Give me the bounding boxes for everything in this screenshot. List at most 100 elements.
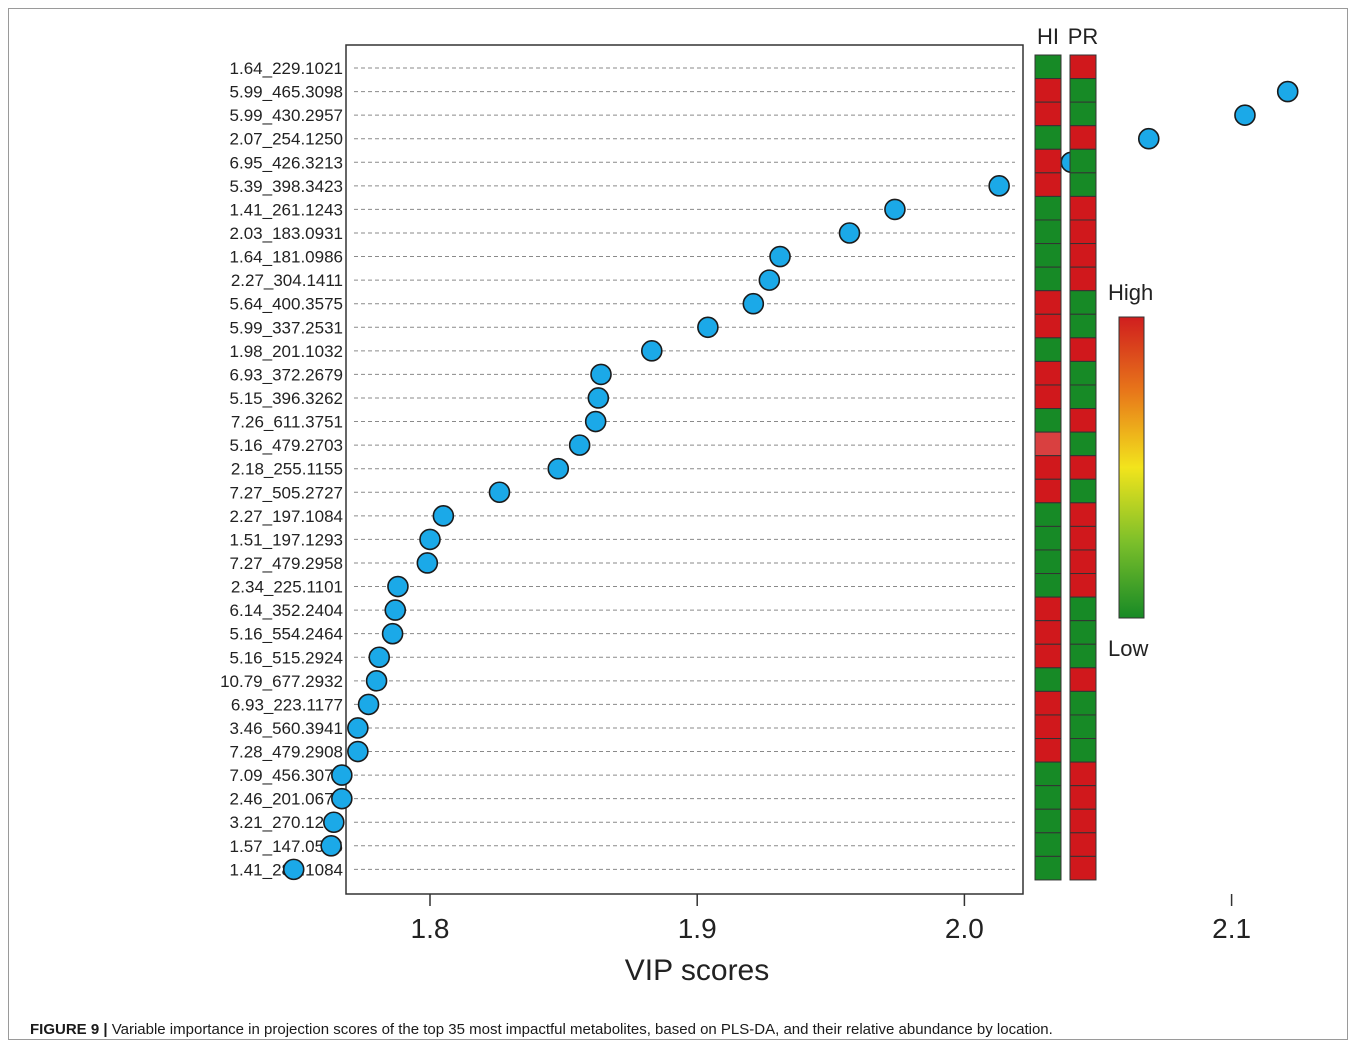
vip-point	[988, 175, 1010, 197]
heatmap-cell-pr	[1069, 714, 1097, 740]
heatmap-cell-pr	[1069, 266, 1097, 292]
heatmap-cell-hi	[1034, 148, 1062, 174]
vip-point	[568, 434, 591, 456]
metabolite-label: 3.46_560.3941	[230, 719, 343, 738]
heatmap-cell-pr	[1069, 502, 1097, 527]
metabolite-label: 1.64_181.0986	[230, 248, 343, 267]
colorbar-high-label: High	[1108, 280, 1153, 305]
heatmap-cell-hi	[1034, 125, 1062, 150]
colorbar	[1118, 316, 1145, 619]
heatmap-cell-pr	[1069, 573, 1097, 598]
vip-point	[697, 316, 719, 339]
heatmap-cell-hi	[1034, 313, 1062, 339]
heatmap-column-label-pr: PR	[1068, 24, 1099, 49]
heatmap-cell-pr	[1069, 148, 1097, 174]
vip-point	[387, 575, 409, 598]
metabolite-label: 1.64_229.1021	[230, 59, 343, 78]
heatmap-cell-pr	[1069, 290, 1097, 315]
metabolite-label: 3.21_270.1219	[230, 813, 343, 832]
figure-frame	[8, 8, 1348, 1040]
heatmap-cell-pr	[1069, 808, 1097, 834]
metabolite-label: 5.64_400.3575	[230, 295, 343, 314]
grid-lines	[354, 67, 1015, 870]
heatmap-cell-pr	[1069, 243, 1097, 268]
colorbar-low-label: Low	[1108, 636, 1148, 661]
heatmap-cell-pr	[1069, 172, 1097, 197]
heatmap-cell-pr	[1069, 195, 1097, 221]
metabolite-label: 7.26_611.3751	[231, 413, 343, 432]
metabolite-label: 6.14_352.2404	[230, 601, 343, 620]
heatmap-cell-pr	[1069, 337, 1097, 362]
vip-point	[331, 764, 353, 786]
metabolite-label: 1.98_201.1032	[230, 342, 343, 361]
vip-point	[320, 835, 342, 857]
heatmap-cell-pr	[1069, 455, 1097, 480]
metabolite-label: 5.39_398.3423	[230, 177, 343, 196]
heatmap-cell-pr	[1069, 761, 1097, 787]
heatmap-cell-hi	[1034, 573, 1062, 598]
caption-label: FIGURE 9 |	[30, 1021, 108, 1038]
x-tick-label: 2.0	[945, 913, 984, 944]
vip-point	[758, 269, 781, 291]
heatmap-cell-hi	[1034, 455, 1062, 480]
vip-point	[416, 552, 439, 574]
heatmap-cell-pr	[1069, 785, 1097, 810]
heatmap-cell-hi	[1034, 714, 1062, 740]
metabolite-label: 7.09_456.3072	[230, 766, 343, 785]
heatmap-cell-hi	[1034, 596, 1062, 622]
metabolite-label: 2.46_201.0679	[230, 790, 343, 809]
x-tick-label: 1.8	[411, 913, 450, 944]
metabolite-label: 1.51_197.1293	[230, 530, 343, 549]
vip-point	[419, 528, 441, 551]
metabolite-label: 5.16_515.2924	[230, 648, 343, 667]
heatmap-cell-hi	[1034, 761, 1062, 787]
heatmap-cell-pr	[1069, 690, 1097, 716]
vip-point	[368, 646, 391, 669]
vip-point	[357, 693, 380, 716]
heatmap-cell-hi	[1034, 290, 1062, 315]
vip-point	[590, 363, 612, 386]
metabolite-label: 2.07_254.1250	[230, 130, 343, 149]
caption-text: Variable importance in projection scores…	[107, 1021, 1053, 1038]
heatmap-cell-pr	[1069, 125, 1097, 150]
vip-point	[384, 599, 407, 621]
heatmap-cell-hi	[1034, 360, 1062, 386]
metabolite-label: 1.57_147.0556	[230, 837, 343, 856]
heatmap-cell-hi	[1034, 195, 1062, 221]
metabolite-label: 2.03_183.0931	[230, 224, 343, 243]
heatmap-cell-pr	[1069, 549, 1097, 575]
vip-point	[331, 787, 353, 810]
heatmap-cell-pr	[1069, 832, 1097, 857]
metabolite-label: 5.99_430.2957	[230, 106, 343, 125]
metabolite-label: 5.99_465.3098	[230, 83, 343, 102]
heatmap-cell-hi	[1034, 337, 1062, 362]
heatmap-cell-hi	[1034, 431, 1062, 457]
heatmap-cell-hi	[1034, 525, 1062, 551]
vip-points	[282, 80, 1299, 881]
heatmap-cell-pr	[1069, 667, 1097, 692]
heatmap-cell-hi	[1034, 243, 1062, 268]
heatmap-cell-pr	[1069, 54, 1097, 80]
metabolite-label: 7.27_479.2958	[230, 554, 343, 573]
heatmap-cell-hi	[1034, 620, 1062, 645]
metabolite-label: 2.18_255.1155	[231, 460, 343, 479]
metabolite-label: 5.15_396.3262	[230, 389, 343, 408]
heatmap-cell-pr	[1069, 360, 1097, 386]
x-tick-label: 1.9	[678, 913, 717, 944]
heatmap-cell-hi	[1034, 643, 1062, 669]
heatmap-cell-hi	[1034, 219, 1062, 245]
metabolite-label: 6.93_372.2679	[230, 365, 343, 384]
heatmap-cell-hi	[1034, 690, 1062, 716]
metabolite-labels: 1.64_229.1021 5.99_465.3098 5.99_430.2957 2…	[220, 59, 343, 879]
heatmap-cell-pr	[1069, 738, 1097, 763]
heatmap-cell-pr	[1069, 643, 1097, 669]
heatmap-cell-hi	[1034, 832, 1062, 857]
heatmap-cell-pr	[1069, 78, 1097, 103]
metabolite-label: 7.27_505.2727	[230, 483, 343, 502]
x-axis-label: VIP scores	[625, 954, 770, 987]
figure-caption: FIGURE 9 | Variable importance in projec…	[30, 1021, 1053, 1038]
vip-point	[742, 292, 765, 315]
vip-point	[1276, 80, 1299, 103]
vip-point	[1137, 127, 1160, 150]
